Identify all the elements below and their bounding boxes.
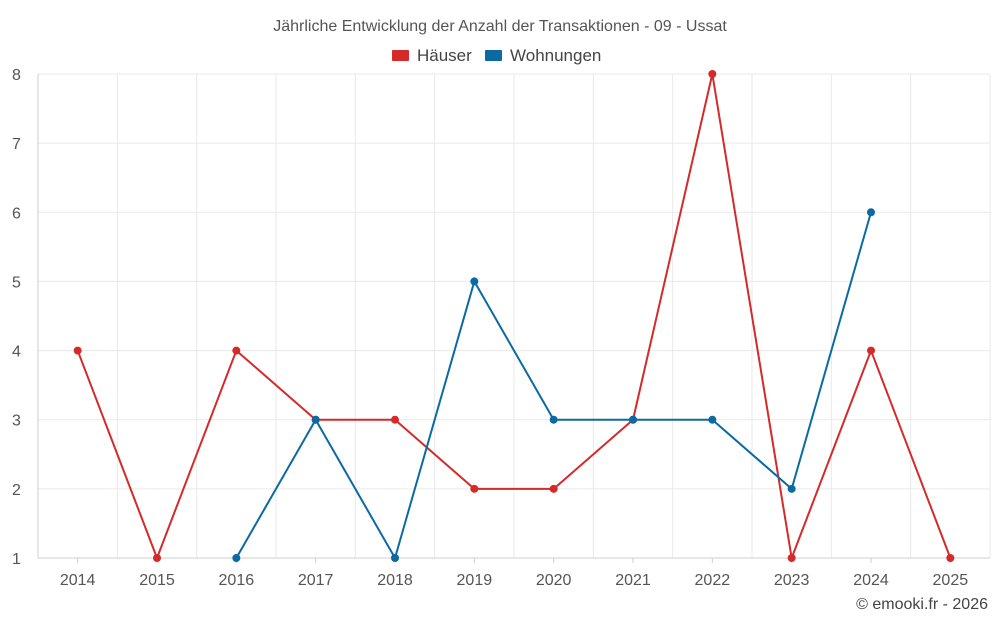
legend: Häuser Wohnungen [392, 46, 601, 65]
data-point-haeuser[interactable] [708, 70, 717, 78]
x-tick-label: 2024 [853, 572, 889, 589]
data-point-wohnungen[interactable] [470, 277, 479, 286]
data-point-haeuser[interactable] [787, 554, 796, 562]
data-point-haeuser[interactable] [73, 346, 82, 355]
axes: 1 2 3 4 5 6 7 8 2014 2015 2016 2017 2018 2019 2020 2021… [12, 67, 990, 589]
legend-item-haeuser[interactable]: Häuser [392, 46, 472, 65]
data-point-wohnungen[interactable] [629, 415, 637, 424]
data-point-haeuser[interactable] [470, 484, 479, 493]
legend-swatch-wohnungen [485, 50, 502, 61]
x-tick-label: 2018 [377, 572, 413, 589]
y-tick-label: 5 [12, 274, 21, 291]
data-point-haeuser[interactable] [867, 346, 875, 355]
data-point-wohnungen[interactable] [391, 554, 399, 562]
data-point-wohnungen[interactable] [549, 415, 558, 424]
legend-swatch-haeuser [392, 50, 409, 61]
x-tick-label: 2016 [219, 572, 255, 589]
y-tick-label: 4 [12, 344, 21, 361]
data-point-haeuser[interactable] [549, 484, 558, 493]
series-line-wohnungen [235, 212, 872, 559]
data-point-wohnungen[interactable] [708, 415, 717, 424]
x-tick-label: 2022 [695, 572, 731, 589]
data-point-haeuser[interactable] [153, 554, 161, 562]
data-point-wohnungen[interactable] [787, 484, 796, 493]
y-tick-label: 1 [12, 551, 21, 568]
legend-label-haeuser: Häuser [417, 46, 472, 65]
data-point-haeuser[interactable] [391, 415, 399, 424]
y-tick-label: 6 [12, 205, 21, 222]
x-tick-label: 2025 [933, 572, 969, 589]
x-tick-label: 2019 [457, 572, 493, 589]
y-tick-label: 8 [12, 67, 21, 84]
data-point-wohnungen[interactable] [311, 415, 320, 424]
data-point-wohnungen[interactable] [232, 554, 241, 562]
y-tick-label: 7 [12, 136, 21, 153]
data-point-wohnungen[interactable] [867, 208, 875, 217]
x-tick-label: 2023 [774, 572, 810, 589]
x-tick-label: 2014 [60, 572, 96, 589]
grid [38, 73, 991, 558]
x-tick-label: 2021 [615, 572, 651, 589]
series-line-haeuser [76, 73, 952, 559]
y-tick-label: 3 [12, 413, 21, 430]
credit-text: © emooki.fr - 2026 [856, 596, 988, 613]
data-point-haeuser[interactable] [232, 346, 241, 355]
legend-label-wohnungen: Wohnungen [510, 46, 601, 65]
data-point-haeuser[interactable] [946, 554, 955, 562]
x-tick-label: 2020 [536, 572, 572, 589]
chart-title: Jährliche Entwicklung der Anzahl der Tra… [273, 18, 727, 35]
series [73, 70, 955, 562]
legend-item-wohnungen[interactable]: Wohnungen [485, 46, 601, 65]
y-tick-label: 2 [12, 482, 21, 499]
x-tick-label: 2017 [298, 572, 334, 589]
x-tick-label: 2015 [139, 572, 175, 589]
